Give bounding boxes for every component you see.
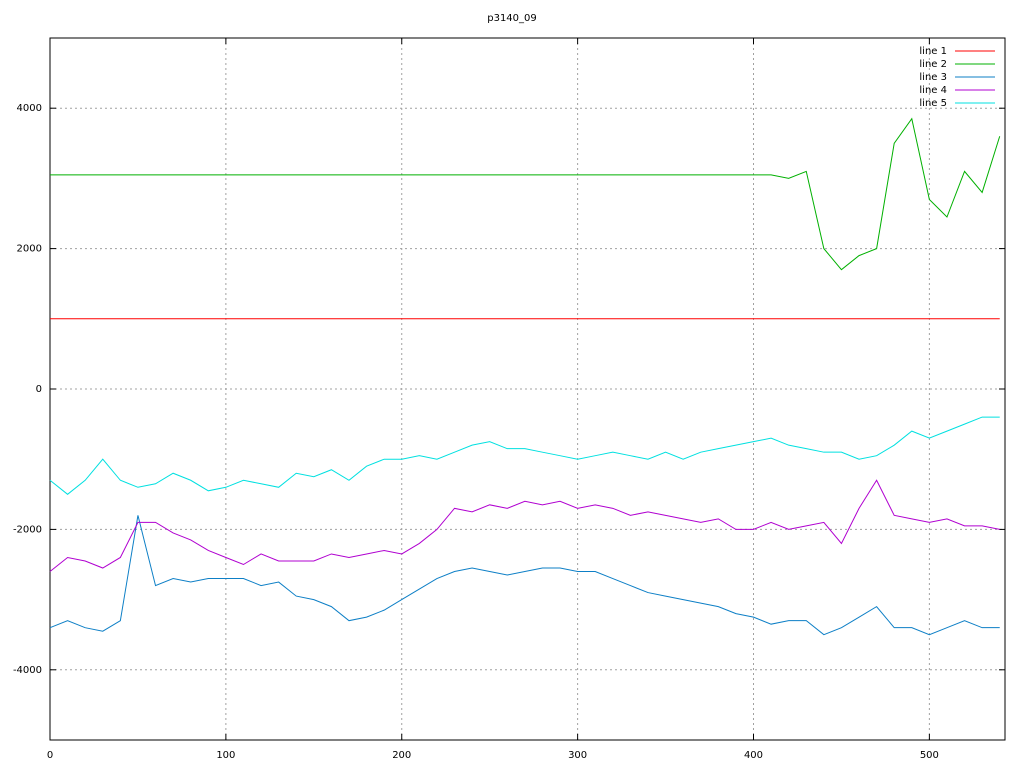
chart-title: p3140_09 bbox=[487, 13, 537, 24]
y-tick-label: -2000 bbox=[13, 524, 42, 535]
legend-label: line 4 bbox=[919, 85, 947, 96]
x-tick-label: 0 bbox=[47, 750, 53, 761]
y-tick-label: 4000 bbox=[17, 103, 42, 114]
x-tick-label: 300 bbox=[568, 750, 587, 761]
legend-label: line 5 bbox=[919, 98, 947, 109]
legend-label: line 1 bbox=[919, 46, 947, 57]
x-tick-label: 200 bbox=[392, 750, 411, 761]
y-tick-label: 2000 bbox=[17, 244, 42, 255]
x-tick-label: 400 bbox=[744, 750, 763, 761]
x-tick-label: 100 bbox=[216, 750, 235, 761]
plot-frame bbox=[49, 37, 1006, 741]
series-line bbox=[49, 416, 1000, 495]
legend-label: line 3 bbox=[919, 72, 947, 83]
series-line bbox=[50, 117, 1001, 271]
legend-label: line 2 bbox=[919, 59, 947, 70]
x-tick-label: 500 bbox=[920, 750, 939, 761]
series-line bbox=[49, 479, 1000, 572]
series-line bbox=[49, 515, 1000, 636]
y-tick-label: -4000 bbox=[13, 665, 42, 676]
y-tick-label: 0 bbox=[36, 384, 42, 395]
